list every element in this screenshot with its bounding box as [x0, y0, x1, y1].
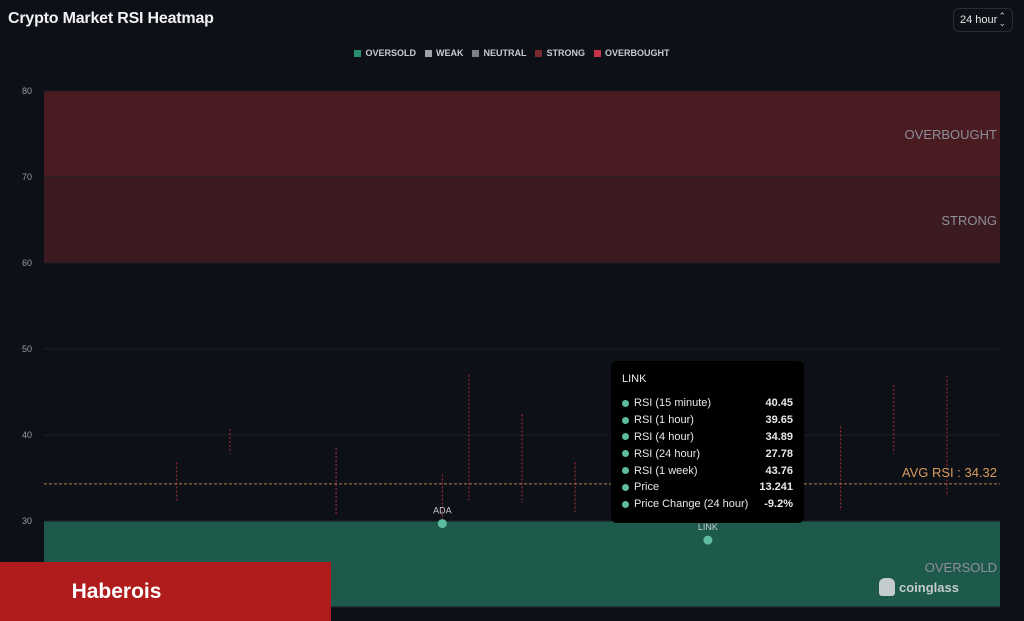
- dot-icon: [622, 467, 629, 475]
- tooltip-row-label: RSI (4 hour): [634, 430, 694, 443]
- legend-swatch-neutral: [472, 49, 480, 57]
- zone-label: STRONG: [941, 213, 997, 228]
- legend-label: STRONG: [546, 48, 585, 58]
- interval-select[interactable]: 24 hour ⌃ ⌄: [953, 8, 1013, 32]
- legend-label: OVERSOLD: [365, 48, 416, 58]
- data-point: [703, 535, 713, 545]
- tooltip-row: RSI (4 hour) 34.89: [622, 429, 793, 446]
- legend-swatch-overbought: [594, 49, 601, 57]
- tooltip-row: RSI (24 hour) 27.78: [622, 445, 793, 462]
- tooltip-row-value: 27.78: [765, 447, 793, 460]
- tooltip-row-value: 34.89: [765, 430, 793, 443]
- tooltip-row: Price Change (24 hour) -9.2%: [622, 496, 793, 513]
- tooltip-row-label: RSI (24 hour): [634, 447, 701, 460]
- legend-item-overbought[interactable]: OVERBOUGHT: [594, 48, 670, 58]
- legend-swatch-oversold: [354, 49, 362, 57]
- dot-icon: [622, 399, 629, 407]
- legend-item-weak[interactable]: WEAK: [424, 48, 464, 58]
- tooltip-row-value: 40.45: [765, 397, 793, 410]
- tooltip-row: RSI (15 minute) 40.45: [622, 395, 793, 412]
- legend-label: NEUTRAL: [483, 48, 527, 58]
- tooltip-row-value: 39.65: [765, 414, 793, 427]
- tooltip-row-value: 43.76: [765, 464, 793, 477]
- brand-banner-text: Haberois: [71, 579, 162, 603]
- legend-label: OVERBOUGHT: [605, 48, 670, 58]
- tooltip-link: LINK RSI (15 minute) 40.45 RSI (1 hour) 39…: [611, 361, 804, 523]
- zone-label: OVERSOLD: [925, 560, 997, 575]
- coinglass-logo-icon: [879, 578, 895, 596]
- legend-item-oversold[interactable]: OVERSOLD: [354, 48, 416, 58]
- data-point: [437, 519, 447, 529]
- legend-label: WEAK: [435, 48, 464, 58]
- tooltip-row: Price 13.241: [622, 479, 793, 496]
- tooltip-row-label: RSI (15 minute): [634, 397, 712, 410]
- tooltip-title: LINK: [622, 373, 647, 385]
- legend-item-strong[interactable]: STRONG: [535, 48, 585, 58]
- data-point-label: LINK: [698, 522, 718, 532]
- dot-icon: [622, 483, 629, 491]
- y-tick-label: 60: [22, 258, 32, 268]
- tooltip-row-value: -9.2%: [764, 498, 793, 511]
- page-title: Crypto Market RSI Heatmap: [8, 10, 214, 27]
- chart-legend: OVERSOLD WEAK NEUTRAL STRONG OVERBOUGHT: [0, 48, 1024, 58]
- zone-label: OVERBOUGHT: [905, 127, 998, 142]
- y-tick-label: 50: [22, 344, 32, 354]
- avg-rsi-label: AVG RSI : 34.32: [902, 465, 997, 480]
- legend-swatch-strong: [535, 49, 543, 57]
- legend-swatch-weak: [424, 49, 432, 57]
- watermark-text: coinglass: [899, 579, 959, 595]
- y-tick-label: 70: [22, 172, 32, 182]
- zone-overbought: [44, 91, 1000, 177]
- interval-select-value: 24 hour: [960, 14, 998, 26]
- dot-icon: [622, 433, 629, 441]
- dot-icon: [622, 416, 629, 424]
- tooltip-row-label: Price: [634, 481, 660, 494]
- tooltip-row-label: RSI (1 hour): [634, 414, 694, 427]
- data-point-label: ADA: [433, 506, 452, 516]
- dot-icon: [622, 500, 629, 508]
- legend-item-neutral[interactable]: NEUTRAL: [472, 48, 526, 58]
- dot-icon: [622, 450, 629, 458]
- tooltip-row-value: 13.241: [759, 481, 793, 494]
- y-tick-label: 40: [22, 430, 32, 440]
- tooltip-row: RSI (1 week) 43.76: [622, 462, 793, 479]
- brand-banner: Haberois: [0, 562, 331, 621]
- tooltip-row: RSI (1 hour) 39.65: [622, 412, 793, 429]
- tooltip-row-label: RSI (1 week): [634, 464, 698, 477]
- y-tick-label: 30: [22, 516, 32, 526]
- coinglass-watermark: coinglass: [879, 578, 959, 596]
- tooltip-row-label: Price Change (24 hour): [634, 498, 749, 511]
- chevron-updown-icon: ⌃ ⌄: [998, 11, 1006, 28]
- zone-strong: [44, 177, 1000, 263]
- y-tick-label: 80: [22, 86, 32, 96]
